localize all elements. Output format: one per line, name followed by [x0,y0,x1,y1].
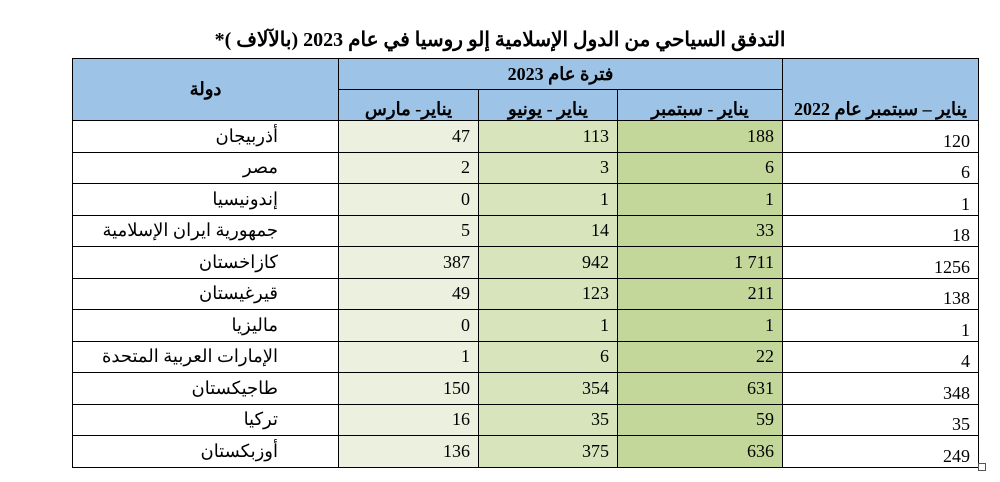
year-2022-cell: 120 [782,120,979,153]
country-cell: طاجيكستان [72,372,339,405]
jan-sep-cell: 33 [617,214,783,247]
jan-sep-cell: 1 [617,309,783,342]
jan-sep-cell: 188 [617,120,783,153]
table-row: طاجيكستان 150 354 631 348 [72,372,979,405]
jan-mar-cell: 150 [338,372,479,405]
country-cell: كازاخستان [72,246,339,279]
jan-jun-cell: 6 [478,340,618,373]
jan-jun-cell: 14 [478,214,618,247]
country-cell: أذربيجان [72,120,339,153]
year-2022-cell: 249 [782,435,979,468]
jan-sep-cell: 22 [617,340,783,373]
country-cell: قيرغيستان [72,277,339,310]
jan-jun-cell: 354 [478,372,618,405]
jan-mar-cell: 1 [338,340,479,373]
year-2022-cell: 6 [782,151,979,184]
jan-mar-cell: 49 [338,277,479,310]
jan-jun-cell: 1 [478,183,618,216]
table-row: أوزبكستان 136 375 636 249 [72,435,979,468]
jan-sep-cell: 1 711 [617,246,783,279]
jan-sep-cell: 211 [617,277,783,310]
year-2022-cell: 1 [782,183,979,216]
header-jan-sep: يناير - سبتمبر [617,89,783,121]
jan-jun-cell: 113 [478,120,618,153]
data-table: دولة فترة عام 2023 يناير – سبتمبر عام 20… [72,58,979,468]
year-2022-cell: 1256 [782,246,979,279]
jan-sep-cell: 59 [617,403,783,436]
table-row: جمهورية ايران الإسلامية 5 14 33 18 [72,214,979,247]
header-period: فترة عام 2023 [338,58,783,90]
country-cell: جمهورية ايران الإسلامية [72,214,339,247]
table-row: ماليزيا 0 1 1 1 [72,309,979,342]
year-2022-cell: 348 [782,372,979,405]
table-row: مصر 2 3 6 6 [72,151,979,184]
jan-mar-cell: 47 [338,120,479,153]
jan-jun-cell: 1 [478,309,618,342]
table-row: إندونيسيا 0 1 1 1 [72,183,979,216]
jan-mar-cell: 387 [338,246,479,279]
jan-mar-cell: 0 [338,183,479,216]
jan-jun-cell: 3 [478,151,618,184]
table-row: كازاخستان 387 942 1 711 1256 [72,246,979,279]
jan-sep-cell: 6 [617,151,783,184]
header-2022: يناير – سبتمبر عام 2022 [782,58,979,121]
country-cell: مصر [72,151,339,184]
jan-mar-cell: 16 [338,403,479,436]
jan-jun-cell: 375 [478,435,618,468]
year-2022-cell: 1 [782,309,979,342]
jan-jun-cell: 942 [478,246,618,279]
country-cell: تركيا [72,403,339,436]
country-cell: أوزبكستان [72,435,339,468]
jan-mar-cell: 5 [338,214,479,247]
table-row: الإمارات العربية المتحدة 1 6 22 4 [72,340,979,373]
corner-marker [978,463,986,471]
header-jan-mar: يناير- مارس [338,89,479,121]
jan-jun-cell: 35 [478,403,618,436]
jan-sep-cell: 1 [617,183,783,216]
jan-sep-cell: 631 [617,372,783,405]
table-title: التدفق السياحي من الدول الإسلامية إلو رو… [214,29,786,51]
year-2022-cell: 35 [782,403,979,436]
country-cell: الإمارات العربية المتحدة [72,340,339,373]
year-2022-cell: 138 [782,277,979,310]
jan-jun-cell: 123 [478,277,618,310]
jan-mar-cell: 2 [338,151,479,184]
table-row: أذربيجان 47 113 188 120 [72,120,979,153]
country-cell: ماليزيا [72,309,339,342]
table-row: تركيا 16 35 59 35 [72,403,979,436]
jan-mar-cell: 0 [338,309,479,342]
jan-sep-cell: 636 [617,435,783,468]
year-2022-cell: 18 [782,214,979,247]
table-row: قيرغيستان 49 123 211 138 [72,277,979,310]
header-jan-jun: يناير - يونيو [478,89,618,121]
country-cell: إندونيسيا [72,183,339,216]
table-body: أذربيجان 47 113 188 120 مصر 2 3 6 6 إندونيسيا 0 1 1 1 ج… [72,120,979,468]
header-country: دولة [72,58,339,121]
year-2022-cell: 4 [782,340,979,373]
jan-mar-cell: 136 [338,435,479,468]
